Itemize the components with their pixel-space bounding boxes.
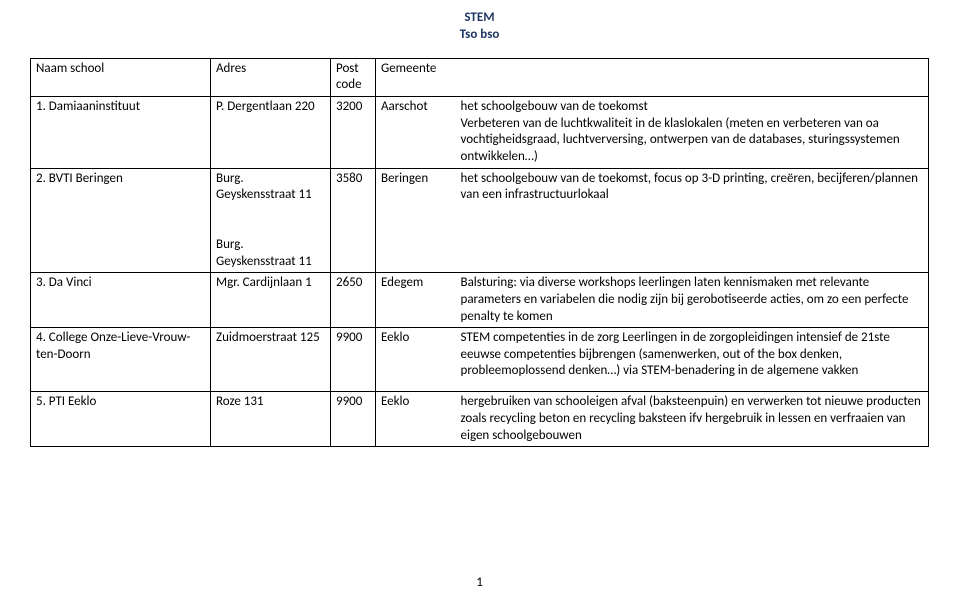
header-line-2: Tso bso xyxy=(30,27,929,44)
cell-address: Mgr. Cardijnlaan 1 xyxy=(211,273,331,328)
table-row: 4. College Onze-Lieve-Vrouw-ten-Doorn Zu… xyxy=(31,328,929,392)
cell-desc: het schoolgebouw van de toekomst, focus … xyxy=(456,168,929,273)
cell-address: Burg. Geyskensstraat 11Burg. Geyskensstr… xyxy=(211,168,331,273)
cell-name: 5. PTI Eeklo xyxy=(31,392,211,447)
col-name: Naam school xyxy=(31,58,211,96)
cell-desc: STEM competenties in de zorg Leerlingen … xyxy=(456,328,929,392)
schools-table: Naam school Adres Post code Gemeente 1. … xyxy=(30,58,929,448)
table-row: 5. PTI Eeklo Roze 131 9900 Eeklo hergebr… xyxy=(31,392,929,447)
table-row: 1. Damiaaninstituut P. Dergentlaan 220 3… xyxy=(31,97,929,169)
table-row: 2. BVTI Beringen Burg. Geyskensstraat 11… xyxy=(31,168,929,273)
cell-desc: Balsturing: via diverse workshops leerli… xyxy=(456,273,929,328)
cell-municipality: Eeklo xyxy=(376,328,456,392)
cell-address: Zuidmoerstraat 125 xyxy=(211,328,331,392)
cell-post: 9900 xyxy=(331,392,376,447)
table-row: 3. Da Vinci Mgr. Cardijnlaan 1 2650 Edeg… xyxy=(31,273,929,328)
cell-municipality: Aarschot xyxy=(376,97,456,169)
col-address: Adres xyxy=(211,58,331,96)
col-municipality: Gemeente xyxy=(376,58,456,96)
cell-post: 2650 xyxy=(331,273,376,328)
cell-address: Roze 131 xyxy=(211,392,331,447)
col-postcode: Post code xyxy=(331,58,376,96)
cell-name: 1. Damiaaninstituut xyxy=(31,97,211,169)
cell-municipality: Beringen xyxy=(376,168,456,273)
cell-post: 9900 xyxy=(331,328,376,392)
cell-name: 3. Da Vinci xyxy=(31,273,211,328)
cell-name: 2. BVTI Beringen xyxy=(31,168,211,273)
page-number: 1 xyxy=(0,575,959,590)
table-header-row: Naam school Adres Post code Gemeente xyxy=(31,58,929,96)
cell-desc: het schoolgebouw van de toekomstVerbeter… xyxy=(456,97,929,169)
cell-desc: hergebruiken van schooleigen afval (baks… xyxy=(456,392,929,447)
cell-name: 4. College Onze-Lieve-Vrouw-ten-Doorn xyxy=(31,328,211,392)
cell-post: 3200 xyxy=(331,97,376,169)
cell-municipality: Edegem xyxy=(376,273,456,328)
header-line-1: STEM xyxy=(30,10,929,27)
col-description xyxy=(456,58,929,96)
cell-post: 3580 xyxy=(331,168,376,273)
page-header: STEM Tso bso xyxy=(30,10,929,44)
cell-municipality: Eeklo xyxy=(376,392,456,447)
page: STEM Tso bso Naam school Adres Post code… xyxy=(0,0,959,596)
cell-address: P. Dergentlaan 220 xyxy=(211,97,331,169)
